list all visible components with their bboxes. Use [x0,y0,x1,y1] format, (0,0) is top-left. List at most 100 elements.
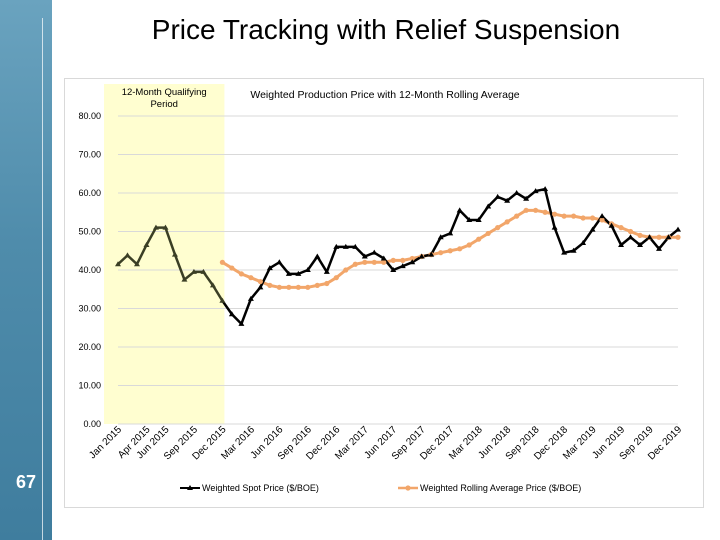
rolling-average-point [314,282,320,288]
y-tick-label: 60.00 [78,188,101,198]
spot-price-point [618,241,625,247]
legend-spot-label: Weighted Spot Price ($/BOE) [202,483,319,493]
rolling-average-point [390,257,396,263]
y-tick-label: 20.00 [78,342,101,352]
rolling-average-point [656,234,662,240]
rolling-average-point [533,207,539,213]
spot-price-point [352,243,359,249]
spot-price-point [513,190,520,195]
rolling-average-point [324,280,330,287]
rolling-average-point [267,282,273,288]
spot-price-point [209,282,216,288]
spot-price-point [171,251,178,257]
spot-price-point [124,252,131,258]
slide-title: Price Tracking with Relief Suspension [151,14,621,45]
rolling-average-point [371,259,377,265]
rolling-average-point [504,219,510,225]
rolling-average-point [333,275,339,281]
spot-price-point [627,234,634,240]
rolling-average-point [675,234,681,240]
spot-price-point [437,234,444,240]
spot-price-point [675,226,681,232]
rolling-average-point [552,211,558,217]
spot-price-point [485,203,492,209]
spot-price-point [152,224,159,230]
rolling-average-point [276,284,282,290]
spot-price-point [276,259,283,265]
legend-rolling-label: Weighted Rolling Average Price ($/BOE) [420,483,581,493]
rolling-average-point [295,284,301,290]
spot-price-point [247,295,254,301]
spot-price-point [314,253,321,259]
y-tick-label: 30.00 [78,304,101,314]
spot-price-point [637,241,644,247]
rolling-average-point [523,207,529,213]
spot-price-line [221,187,679,326]
rolling-average-point [580,215,586,221]
spot-price-point [342,243,349,249]
spot-price-line-qualifying [117,226,224,302]
rolling-average-point [485,230,491,237]
rolling-average-point [352,261,358,267]
gridlines [118,115,678,425]
spot-price-point [551,224,558,230]
rolling-average-point [627,228,634,235]
rolling-average-point [561,213,567,219]
rolling-average-point [618,225,624,231]
spot-price-point [523,195,530,201]
y-tick-label: 70.00 [78,150,101,160]
rolling-average-point [466,242,472,248]
y-tick-label: 10.00 [78,381,101,391]
qualifying-period-label-line1: 12-Month Qualifying [122,87,207,98]
spot-price-point [599,213,606,219]
spot-price-point [570,247,577,253]
spot-price-point [304,267,311,272]
rolling-average-point [219,259,226,265]
rolling-average-point [248,275,254,281]
legend-spot-marker [187,485,193,490]
spot-price-point [646,234,653,240]
rolling-average-point [229,265,235,271]
rolling-average-point [238,271,244,277]
spot-price-point [295,270,302,276]
chart-title: Weighted Production Price with 12-Month … [250,89,519,101]
spot-price-point [580,240,587,246]
spot-price-point [285,270,292,276]
rolling-average-point [495,225,501,231]
rolling-average-point [257,278,263,285]
spot-price-point [475,216,482,222]
rolling-average-point [599,217,605,223]
spot-price-point [447,230,454,236]
rolling-average-point [381,259,387,265]
spot-price-point [456,207,463,213]
spot-price-point [589,226,596,232]
rolling-average-point [362,259,368,265]
spot-price-point [656,245,663,251]
rolling-average-point [570,213,577,219]
y-tick-label: 0.00 [83,419,101,429]
spot-price-point [361,253,368,259]
y-tick-label: 50.00 [78,227,101,237]
spot-price-point [143,241,150,247]
spot-price-point [428,251,435,257]
rolling-average-point [400,257,406,263]
rolling-average-point [438,250,444,256]
spot-price-point [466,216,473,222]
spot-price-point [380,255,387,261]
spot-price-point [115,261,121,267]
page-number: 67 [15,472,37,492]
rolling-average-point [409,255,415,262]
spot-price-point [532,188,539,194]
spot-price-point [399,263,406,269]
qualifying-period-label-line2: Period [150,99,177,110]
y-tick-label: 80.00 [78,111,101,121]
spot-price-point [257,284,264,290]
rolling-average-point [286,284,292,290]
rolling-average-point [589,215,596,221]
spot-price-point [190,268,197,274]
spot-price-point [219,297,226,303]
spot-price-point [418,253,425,259]
rolling-average-point [343,267,349,273]
